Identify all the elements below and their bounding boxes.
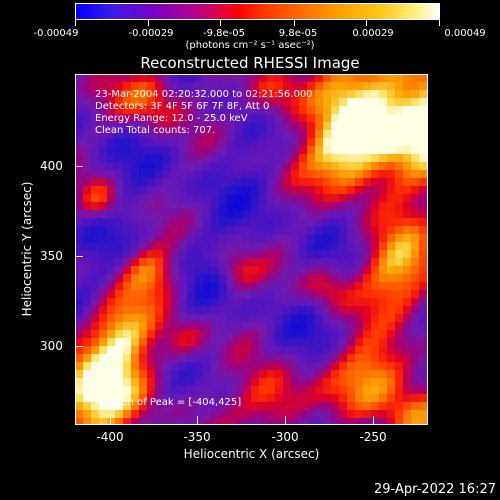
energy-range-label: Energy Range: 12.0 - 25.0 keV	[95, 113, 248, 124]
image-title: Reconstructed RHESSI Image	[140, 54, 360, 72]
colorbar-tick-label: -0.00029	[128, 28, 174, 39]
y-tick	[75, 346, 83, 347]
colorbar-tick	[294, 20, 295, 26]
colorbar-tick-label: -0.00049	[33, 28, 79, 39]
x-tick	[197, 416, 198, 424]
x-tick	[373, 416, 374, 424]
x-tick	[110, 416, 111, 424]
total-counts-label: Clean Total counts: 707.	[95, 125, 216, 136]
y-tick	[75, 166, 83, 167]
y-tick	[75, 256, 83, 257]
colorbar-tick-label: 0.00049	[444, 28, 486, 39]
x-tick-label: -250	[359, 430, 387, 444]
rhessi-image	[75, 74, 428, 425]
colorbar-tick-label: 9.8e-05	[278, 28, 318, 39]
colorbar-tick-label: 0.00029	[352, 28, 394, 39]
x-tick	[285, 416, 286, 424]
peak-position-label: Position of Peak = [-404,425]	[95, 397, 242, 408]
x-axis-title: Heliocentric X (arcsec)	[183, 447, 320, 461]
colorbar-tick	[439, 20, 440, 26]
timestamp: 29-Apr-2022 16:27	[374, 482, 496, 497]
detectors-label: Detectors: 3F 4F 5F 6F 7F 8F, Att 0	[95, 101, 270, 112]
y-tick-label: 350	[40, 249, 63, 263]
x-tick-label: -350	[183, 430, 211, 444]
y-tick-label: 300	[40, 339, 63, 353]
time-range-label: 23-Mar-2004 02:20:32.000 to 02:21:56.000	[95, 89, 313, 100]
colorbar-units: (photons cm⁻² s⁻¹ asec⁻²)	[185, 40, 315, 51]
colorbar-tick	[75, 20, 76, 26]
colorbar-tick	[220, 20, 221, 26]
x-tick-label: -300	[271, 430, 299, 444]
colorbar-tick	[366, 20, 367, 26]
y-tick-label: 400	[40, 159, 63, 173]
colorbar-tick	[148, 20, 149, 26]
y-axis-title: Heliocentric Y (arcsec)	[20, 181, 34, 317]
colorbar-tick-label: -9.8e-05	[203, 28, 245, 39]
colorbar	[75, 3, 440, 20]
x-tick-label: -400	[96, 430, 124, 444]
